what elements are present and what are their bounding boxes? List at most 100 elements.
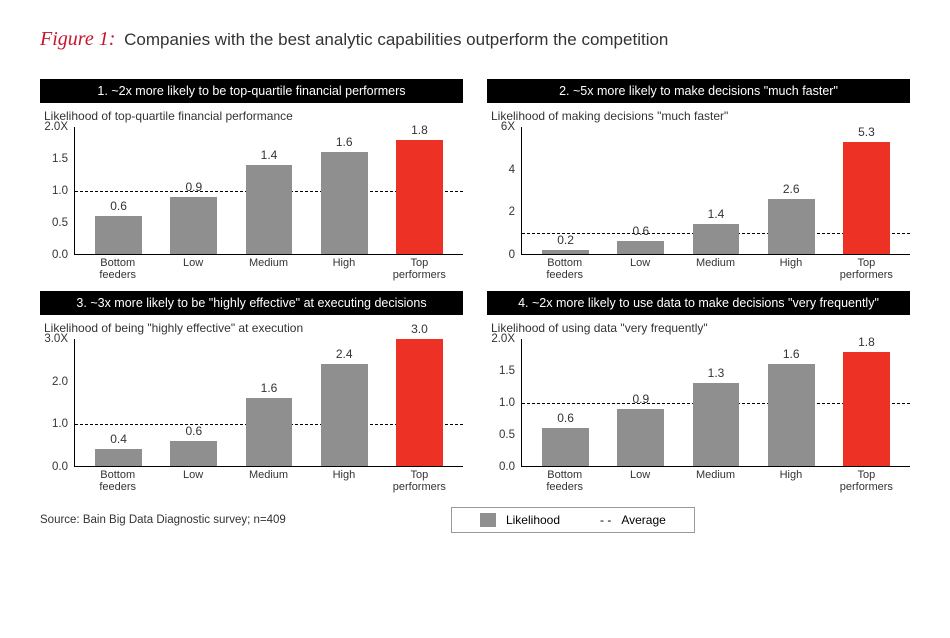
bar <box>843 142 890 254</box>
bar <box>617 241 664 254</box>
x-tick-label: High <box>753 467 828 489</box>
axes: 0.4 0.6 1.6 2.4 3.0 <box>74 339 463 467</box>
bar-wrap: 0.6 <box>156 339 231 466</box>
y-tick-label: 0 <box>509 249 515 261</box>
bar-wrap: 0.2 <box>528 127 603 254</box>
bar-wrap: 5.3 <box>829 127 904 254</box>
panel-header: 3. ~3x more likely to be "highly effecti… <box>40 291 463 315</box>
x-tick-label: Bottom feeders <box>80 255 155 277</box>
x-tick-label: Medium <box>678 255 753 277</box>
axes: 0.6 0.9 1.3 1.6 1.8 <box>521 339 910 467</box>
bar-value-label: 0.9 <box>632 392 649 406</box>
bar-wrap: 0.6 <box>603 127 678 254</box>
charts-grid: 1. ~2x more likely to be top-quartile fi… <box>40 79 910 489</box>
bar-wrap: 0.6 <box>528 339 603 466</box>
bar-wrap: 1.8 <box>382 127 457 254</box>
bar-value-label: 1.8 <box>411 123 428 137</box>
y-tick-label: 1.0 <box>52 418 68 430</box>
bar-wrap: 1.3 <box>678 339 753 466</box>
bars-container: 0.4 0.6 1.6 2.4 3.0 <box>75 339 463 466</box>
panel-subtitle: Likelihood of top-quartile financial per… <box>40 103 463 127</box>
bar <box>617 409 664 466</box>
y-axis-ticks: 0.00.51.01.52.0X <box>487 339 517 467</box>
bar <box>542 250 589 254</box>
bar-wrap: 1.6 <box>754 339 829 466</box>
bar-value-label: 0.2 <box>557 233 574 247</box>
bar-value-label: 0.4 <box>110 432 127 446</box>
y-tick-label: 1.5 <box>52 153 68 165</box>
bar-wrap: 0.6 <box>81 127 156 254</box>
panel-header: 4. ~2x more likely to use data to make d… <box>487 291 910 315</box>
bar <box>768 199 815 254</box>
y-tick-label: 0.0 <box>499 461 515 473</box>
legend-box: Likelihood - - Average <box>451 507 695 533</box>
bars-container: 0.6 0.9 1.4 1.6 1.8 <box>75 127 463 254</box>
y-tick-label: 0.5 <box>52 217 68 229</box>
bar-wrap: 3.0 <box>382 339 457 466</box>
chart-panel-4: 4. ~2x more likely to use data to make d… <box>487 291 910 489</box>
bar-wrap: 1.8 <box>829 339 904 466</box>
bar <box>246 165 293 254</box>
legend-average: - - Average <box>600 513 666 527</box>
bar-value-label: 5.3 <box>858 125 875 139</box>
y-tick-label: 2.0X <box>44 121 68 133</box>
bar-value-label: 1.8 <box>858 335 875 349</box>
plot-area: 0.20.61.42.65.30246XBottom feedersLowMed… <box>521 127 910 277</box>
x-tick-label: Top performers <box>382 467 457 489</box>
bar <box>542 428 589 466</box>
source-note: Source: Bain Big Data Diagnostic survey;… <box>40 514 286 526</box>
x-axis-labels: Bottom feedersLowMediumHighTop performer… <box>521 255 910 277</box>
bar-wrap: 1.6 <box>231 339 306 466</box>
chart-panel-3: 3. ~3x more likely to be "highly effecti… <box>40 291 463 489</box>
bar-value-label: 0.9 <box>185 180 202 194</box>
bar-wrap: 2.6 <box>754 127 829 254</box>
y-tick-label: 1.0 <box>499 397 515 409</box>
bar <box>95 216 142 254</box>
bar-value-label: 1.6 <box>261 381 278 395</box>
chart-panel-2: 2. ~5x more likely to make decisions "mu… <box>487 79 910 277</box>
figure-title: Figure 1: Companies with the best analyt… <box>40 28 910 51</box>
x-axis-labels: Bottom feedersLowMediumHighTop performer… <box>521 467 910 489</box>
x-axis-labels: Bottom feedersLowMediumHighTop performer… <box>74 467 463 489</box>
y-tick-label: 1.5 <box>499 365 515 377</box>
legend-likelihood-label: Likelihood <box>506 513 560 527</box>
y-tick-label: 2 <box>509 206 515 218</box>
x-tick-label: High <box>306 255 381 277</box>
legend-dash-left: - - <box>600 513 611 527</box>
panel-subtitle: Likelihood of making decisions "much fas… <box>487 103 910 127</box>
y-tick-label: 6X <box>501 121 515 133</box>
x-tick-label: Low <box>155 467 230 489</box>
y-tick-label: 2.0 <box>52 376 68 388</box>
bars-container: 0.6 0.9 1.3 1.6 1.8 <box>522 339 910 466</box>
bar-value-label: 3.0 <box>411 322 428 336</box>
bar-value-label: 0.6 <box>110 199 127 213</box>
bar-wrap: 1.4 <box>231 127 306 254</box>
x-tick-label: Bottom feeders <box>527 255 602 277</box>
bar <box>170 441 217 466</box>
axes: 0.20.61.42.65.3 <box>521 127 910 255</box>
x-tick-label: Low <box>602 467 677 489</box>
y-tick-label: 1.0 <box>52 185 68 197</box>
bar-wrap: 0.4 <box>81 339 156 466</box>
x-tick-label: Bottom feeders <box>80 467 155 489</box>
bar-value-label: 1.6 <box>336 135 353 149</box>
bar-value-label: 2.4 <box>336 347 353 361</box>
bar-wrap: 2.4 <box>307 339 382 466</box>
plot-area: 0.60.91.31.61.80.00.51.01.52.0XBottom fe… <box>521 339 910 489</box>
x-tick-label: Low <box>602 255 677 277</box>
bar-wrap: 0.9 <box>156 127 231 254</box>
bar-value-label: 1.6 <box>783 347 800 361</box>
bar-value-label: 1.4 <box>261 148 278 162</box>
bars-container: 0.20.61.42.65.3 <box>522 127 910 254</box>
bar <box>95 449 142 466</box>
x-tick-label: High <box>753 255 828 277</box>
bar <box>693 224 740 254</box>
figure-footer: Source: Bain Big Data Diagnostic survey;… <box>40 507 910 533</box>
y-tick-label: 0.0 <box>52 249 68 261</box>
axes: 0.6 0.9 1.4 1.6 1.8 <box>74 127 463 255</box>
y-tick-label: 2.0X <box>491 333 515 345</box>
legend-swatch-icon <box>480 513 496 527</box>
x-tick-label: Top performers <box>829 467 904 489</box>
chart-panel-1: 1. ~2x more likely to be top-quartile fi… <box>40 79 463 277</box>
y-axis-ticks: 0.00.51.01.52.0X <box>40 127 70 255</box>
